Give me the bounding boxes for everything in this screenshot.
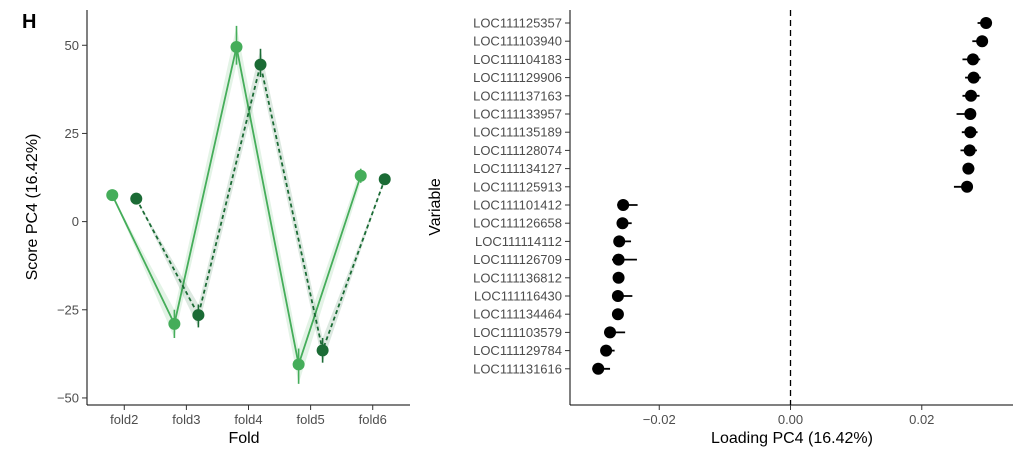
variable-label: LOC111128074 [473, 143, 562, 158]
right-x-axis-title: Loading PC4 (16.42%) [711, 430, 873, 447]
panel-label: H [22, 11, 36, 33]
series-ribbon [112, 25, 361, 384]
variable-label: LOC111137163 [473, 88, 562, 103]
variable-label: LOC111131616 [473, 361, 562, 376]
data-point [354, 169, 367, 182]
variable-label: LOC111103579 [473, 325, 562, 340]
data-point [316, 344, 329, 357]
loading-point [612, 253, 625, 266]
variable-label: LOC111103940 [473, 34, 562, 49]
variable-label: LOC111134127 [473, 161, 562, 176]
loading-point [967, 71, 980, 84]
right-x-tick-label: 0.00 [778, 412, 803, 427]
loading-point [612, 271, 625, 284]
variable-label: LOC111125913 [473, 179, 562, 194]
data-point [292, 358, 305, 371]
loading-point [616, 217, 629, 230]
loading-point [964, 89, 977, 102]
loading-point [611, 308, 624, 321]
data-point [130, 192, 143, 205]
left-x-tick-label: fold2 [110, 412, 138, 427]
loading-point [964, 108, 977, 120]
variable-label: LOC111134464 [473, 307, 562, 322]
loading-chart: LOC111125357 LOC111103940 LOC111104183 LOC1… [427, 10, 1013, 447]
loading-point [617, 199, 630, 211]
left-y-tick-label: 0 [72, 214, 79, 229]
loading-point [964, 126, 977, 139]
data-point [168, 317, 181, 330]
loading-point [611, 290, 624, 302]
variable-label: LOC111136812 [473, 270, 562, 285]
loading-point [592, 362, 605, 375]
variable-label: LOC111129784 [473, 343, 562, 358]
left-x-tick-label: fold5 [297, 412, 325, 427]
data-point [230, 41, 243, 54]
variable-label: LOC111135189 [473, 125, 562, 140]
variable-label: LOC111126658 [473, 216, 562, 231]
data-point [106, 189, 119, 202]
series-line [135, 64, 386, 354]
loading-point [604, 326, 617, 339]
left-y-tick-label: 25 [65, 126, 79, 141]
variable-label: LOC111116430 [474, 289, 562, 304]
data-point [378, 173, 391, 186]
data-point [192, 309, 205, 322]
right-y-axis-title: Variable [427, 178, 444, 236]
loading-point [613, 235, 626, 248]
loading-point [976, 35, 989, 48]
left-y-tick-label: 50 [65, 38, 79, 53]
left-y-tick-label: −25 [57, 302, 79, 317]
right-x-tick-label: 0.02 [909, 412, 934, 427]
loading-point [961, 180, 974, 193]
data-point [254, 58, 267, 71]
variable-label: LOC111125357 [473, 16, 562, 31]
score-chart: −50 −25 0 25 50 fold2 fold3 fold4 fold5 fold6 Fo… [24, 10, 410, 447]
variable-label: LOC111114112 [475, 234, 562, 249]
variable-label: LOC111129906 [473, 70, 562, 85]
variable-label: LOC111101412 [473, 198, 562, 213]
loading-point [600, 344, 613, 357]
loading-point [980, 17, 993, 29]
left-x-tick-label: fold6 [359, 412, 387, 427]
left-x-tick-label: fold3 [172, 412, 200, 427]
variable-label: LOC111104183 [473, 52, 562, 67]
left-y-axis-title: Score PC4 (16.42%) [24, 134, 41, 281]
loading-point [966, 53, 979, 66]
series-line [111, 46, 362, 368]
left-x-axis-title: Fold [228, 430, 259, 447]
loading-point [962, 162, 975, 175]
variable-label: LOC111126709 [473, 252, 562, 267]
variable-label: LOC111133957 [473, 107, 562, 122]
loading-point [963, 144, 976, 157]
left-y-tick-label: −50 [57, 390, 79, 405]
right-x-tick-label: −0.02 [643, 412, 676, 427]
left-x-tick-label: fold4 [234, 412, 262, 427]
